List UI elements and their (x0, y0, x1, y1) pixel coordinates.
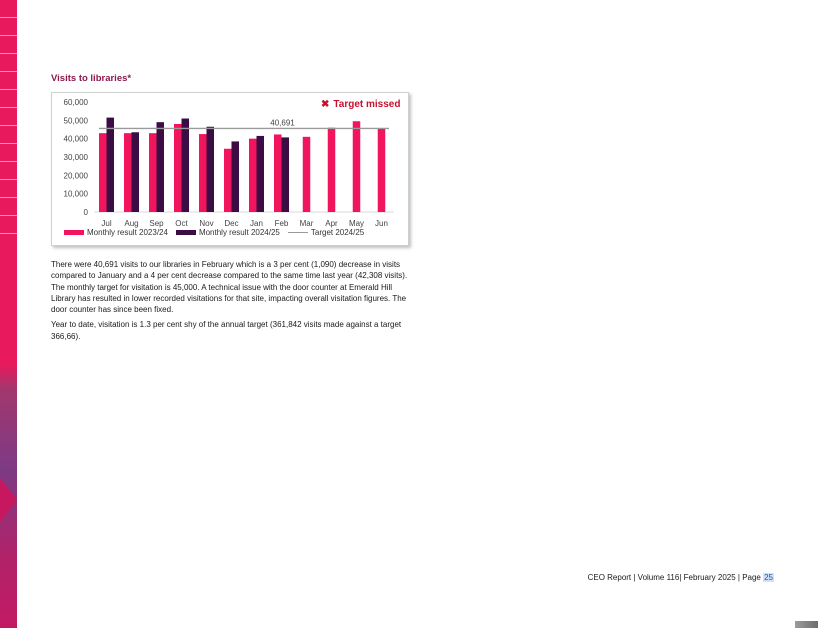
x-tick-label: Aug (124, 219, 138, 228)
x-tick-label: Dec (224, 219, 238, 228)
x-tick-label: Apr (325, 219, 338, 228)
x-tick-label: Jun (375, 219, 388, 228)
y-tick-label: 20,000 (64, 171, 89, 180)
section-title: Visits to libraries* (51, 73, 132, 84)
bar-2023-jul (99, 133, 107, 212)
y-tick-label: 40,000 (64, 135, 89, 144)
visits-chart: 0 10,000 20,000 30,000 40,000 50,000 60,000 Jul… (51, 92, 409, 246)
footer-text: CEO Report | Volume 116| February 2025 |… (587, 573, 764, 582)
bar-2024-nov (206, 126, 214, 212)
x-tick-label: Jan (250, 219, 263, 228)
bar-2024-jan (256, 135, 264, 212)
data-label: 40,691 (270, 118, 295, 127)
bar-2023-oct (174, 124, 182, 212)
legend-label-2023: Monthly result 2023/24 (87, 228, 168, 237)
bar-2023-may (352, 121, 361, 212)
bar-2023-mar (302, 136, 311, 212)
legend-label-target: Target 2024/25 (310, 228, 365, 237)
x-tick-label: Nov (199, 219, 213, 228)
side-bar-stripes (0, 0, 17, 240)
x-tick-label: Jul (101, 219, 111, 228)
target-status-label: Target missed (333, 99, 401, 110)
x-tick-label: Oct (175, 219, 188, 228)
corner-decoration (795, 621, 818, 628)
bar-2023-dec (224, 148, 232, 212)
bar-2024-feb (281, 137, 289, 212)
x-tick-label: Sep (149, 219, 164, 228)
bar-2023-apr (327, 127, 336, 212)
bar-2023-sep (149, 133, 157, 212)
x-tick-label: May (349, 219, 364, 228)
y-tick-label: 30,000 (64, 153, 89, 162)
legend-swatch-target (287, 232, 308, 233)
body-text: There were 40,691 visits to our librarie… (51, 259, 415, 346)
body-paragraph-2: Year to date, visitation is 1.3 per cent… (51, 320, 402, 341)
legend-swatch-2023 (64, 230, 84, 235)
page-number: 25 (763, 573, 774, 582)
chart-legend: Monthly result 2023/24 Monthly result 20… (64, 228, 364, 237)
bar-2024-oct (181, 118, 189, 212)
y-tick-label: 50,000 (64, 116, 89, 125)
target-status: ✖ Target missed (321, 99, 400, 110)
bar-2024-dec (231, 141, 239, 212)
bar-2023-aug (124, 133, 132, 212)
x-tick-label: Mar (300, 219, 314, 228)
side-bar-wedge (0, 478, 17, 522)
legend-item-target: Target 2024/25 (287, 228, 365, 237)
bar-2024-sep (156, 122, 164, 212)
bar-2023-feb (274, 134, 282, 212)
bar-2024-aug (131, 132, 139, 212)
page-footer: CEO Report | Volume 116| February 2025 |… (572, 573, 774, 582)
legend-swatch-2024 (175, 230, 196, 235)
y-tick-label: 10,000 (64, 190, 89, 199)
bar-2024-jul (106, 117, 114, 212)
x-tick-label: Feb (275, 219, 289, 228)
legend-item-2023: Monthly result 2023/24 (64, 228, 168, 237)
body-paragraph-1: There were 40,691 visits to our librarie… (51, 260, 408, 315)
y-tick-label: 60,000 (64, 98, 89, 107)
legend-label-2024: Monthly result 2024/25 (198, 228, 280, 237)
bar-2023-nov (199, 134, 207, 212)
legend-item-2024: Monthly result 2024/25 (175, 228, 280, 237)
cross-icon: ✖ (321, 99, 330, 110)
side-decoration-bar (0, 0, 17, 628)
chart-svg: 0 10,000 20,000 30,000 40,000 50,000 60,000 Jul… (64, 98, 394, 228)
bar-2023-jun (377, 128, 386, 212)
bar-2023-jan (249, 138, 257, 212)
y-tick-label: 0 (84, 208, 89, 217)
